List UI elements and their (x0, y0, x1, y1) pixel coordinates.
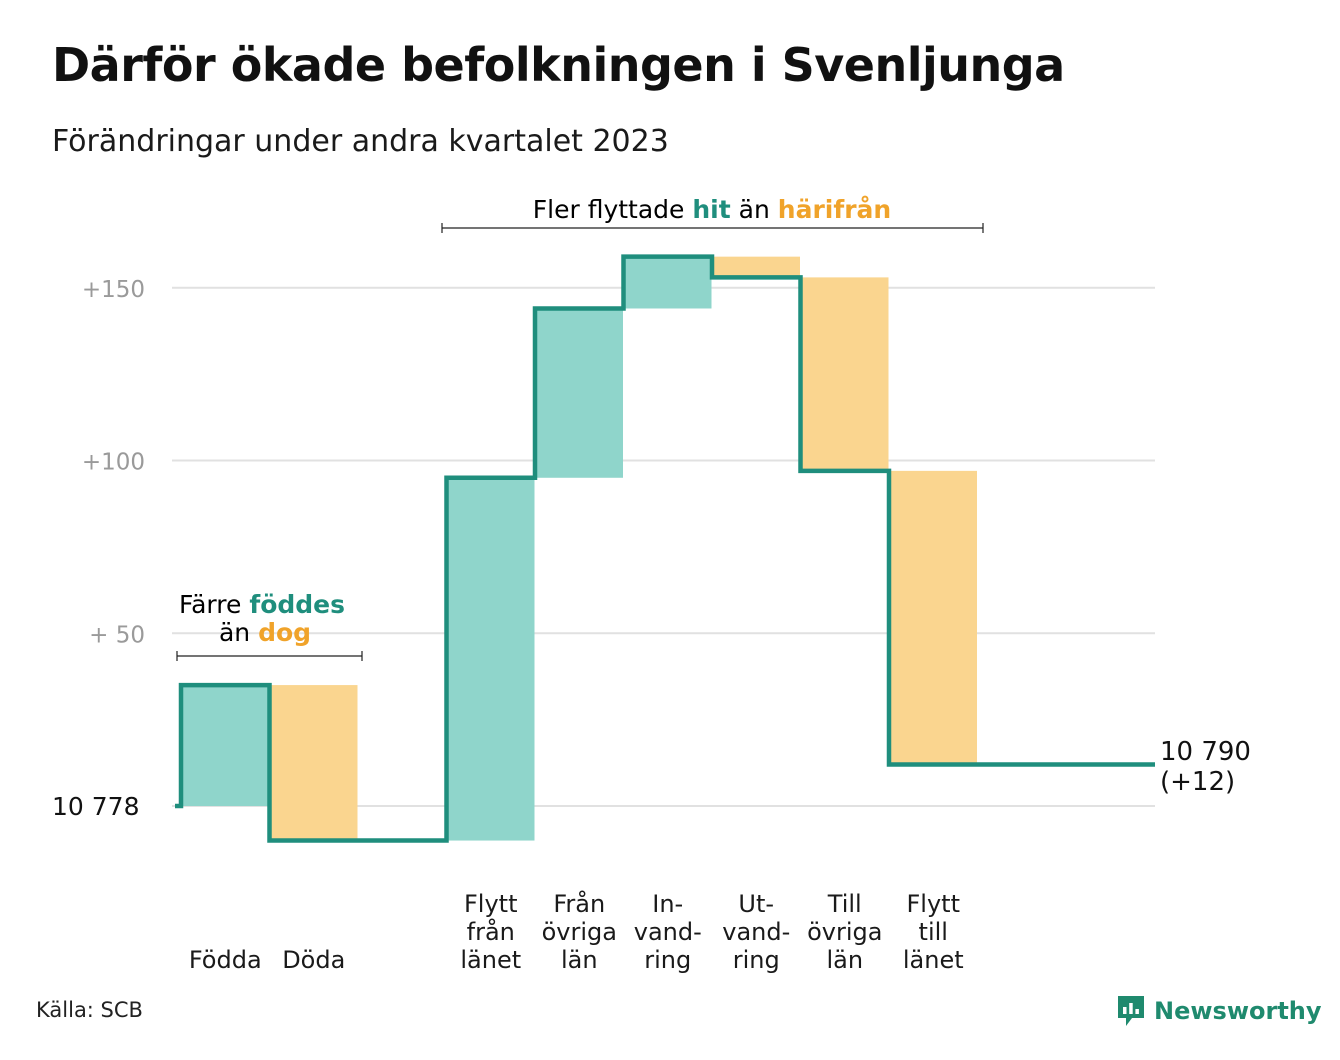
source-note: Källa: SCB (36, 998, 143, 1022)
bar (712, 256, 800, 278)
y-tick-label: +150 (82, 277, 145, 303)
bar (889, 470, 977, 765)
labels: +150 +100 + 50 10 778 Födda Döda Flytt från läne… (52, 277, 1251, 974)
y-tick-label: + 50 (89, 622, 145, 648)
logo-name: Newsworthy (1154, 997, 1322, 1025)
category-label: Döda (282, 946, 345, 974)
category-label: In-vand-ring (634, 890, 702, 974)
bar-chart-speech-bubble-icon (1118, 996, 1144, 1026)
bar (623, 256, 712, 309)
end-change-label: (+12) (1160, 767, 1235, 797)
bar (446, 477, 535, 841)
category-label: Flytt från länet (460, 890, 521, 974)
step-line (175, 254, 1155, 843)
cumulative-step-line (175, 254, 1155, 843)
bar (800, 277, 889, 471)
category-label: Födda (189, 946, 262, 974)
category-label: Flytt till länet (903, 890, 964, 974)
chart-subtitle: Förändringar under andra kvartalet 2023 (52, 124, 669, 159)
end-value-label: 10 790 (1160, 737, 1251, 767)
annotation-natural-line2: än dog (219, 618, 311, 647)
annotation-migration: Fler flyttade hit än härifrån (533, 195, 891, 224)
annotation-natural-line1: Färre föddes (179, 590, 345, 619)
bars (181, 256, 977, 841)
chart-title: Därför ökade befolkningen i Svenljunga (52, 38, 1065, 92)
bar (181, 685, 269, 806)
y-tick-label: +100 (82, 450, 145, 476)
category-label: Till övriga län (807, 890, 882, 974)
bar (269, 685, 358, 841)
start-value-label: 10 778 (52, 792, 139, 821)
bar (535, 308, 623, 478)
annotation-natural-bracket (176, 651, 363, 661)
category-label: Från övriga län (542, 889, 617, 974)
annotation-migration-bracket (441, 223, 984, 233)
category-label: Ut-vand-ring (722, 890, 790, 974)
newsworthy-logo: Newsworthy (1116, 994, 1322, 1028)
